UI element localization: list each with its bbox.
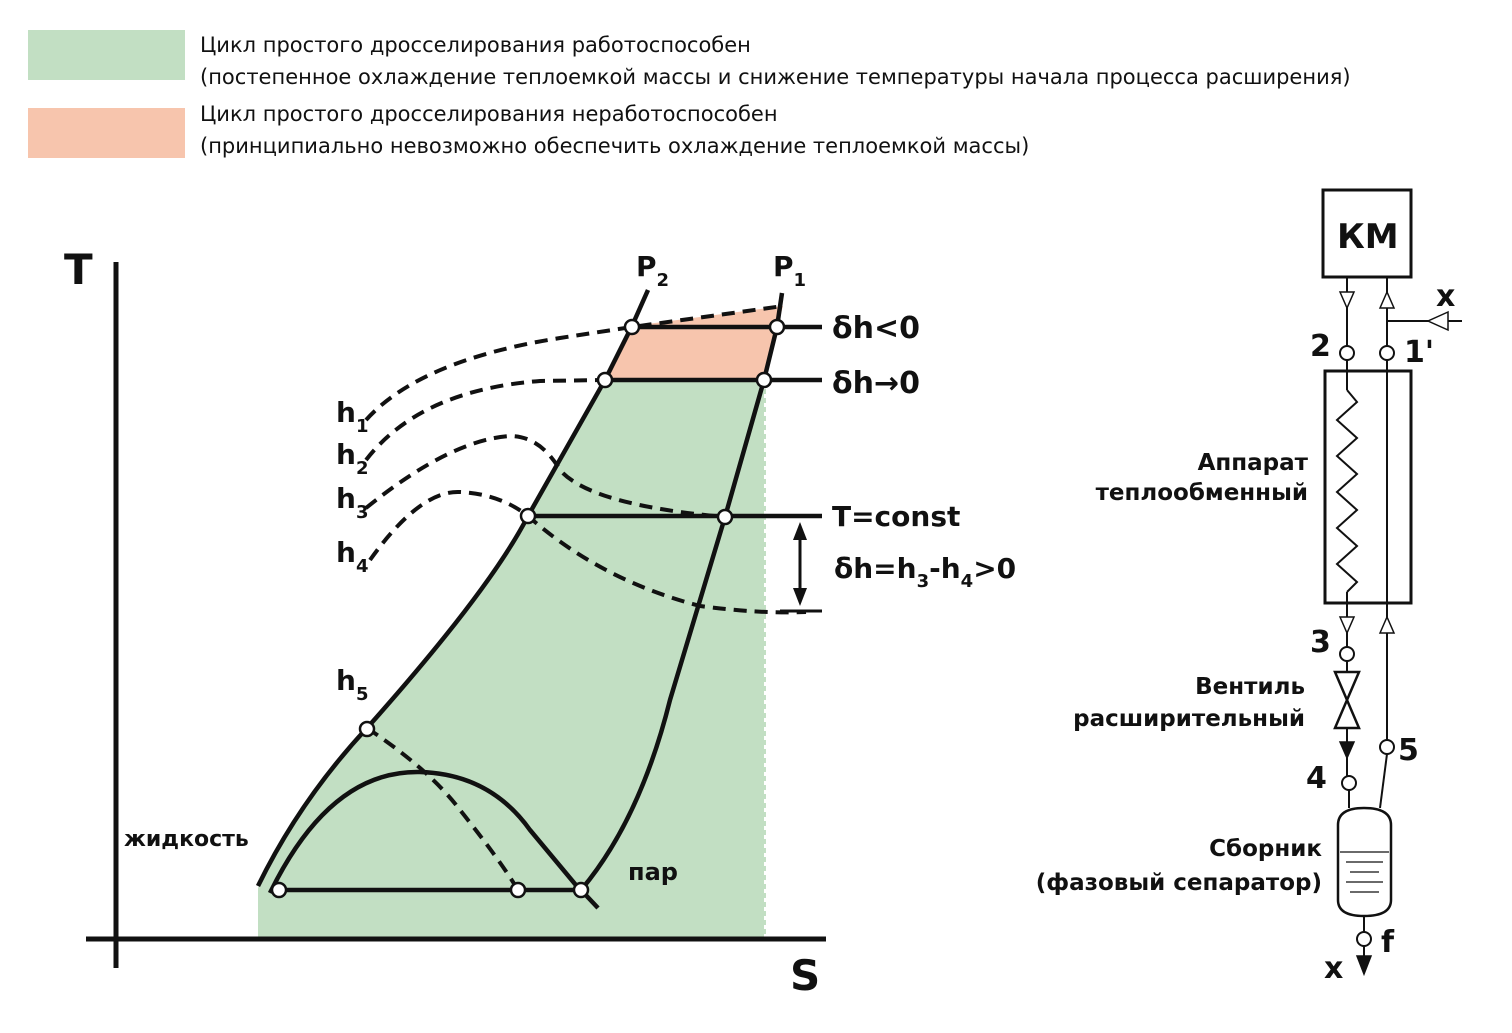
hp-arrow-bottom (1338, 741, 1356, 760)
point-throttle-end (509, 881, 527, 899)
x-in-label: x (1436, 279, 1455, 314)
node-4-label: 4 (1306, 761, 1327, 796)
node-3 (1339, 646, 1355, 662)
dh-dimension (780, 522, 822, 613)
node-4 (1341, 775, 1357, 791)
isenthalp-h2 (364, 378, 606, 462)
t-axis-label: T (64, 245, 93, 294)
valve-label-2: расширительный (1073, 706, 1305, 732)
t-const-label: T=const (832, 500, 960, 533)
isenthalp-h5 (365, 726, 520, 892)
expansion-valve (1333, 670, 1361, 730)
point-p2-top (623, 318, 641, 336)
heat-exchanger-box (1323, 369, 1413, 605)
p1-label: P1 (773, 250, 806, 291)
compressor-box (1321, 188, 1413, 279)
valve-label-1: Вентиль (1195, 674, 1305, 700)
s-axis-label: S (790, 951, 820, 1000)
h5-label: h5 (336, 664, 368, 705)
lp-arrow-mid (1378, 615, 1396, 634)
point-p1-tconst (716, 508, 734, 526)
legend-working-line2: (постепенное охлаждение теплоемкой массы… (200, 65, 1351, 89)
feed-arrow (1426, 310, 1449, 332)
point-vapor (572, 881, 590, 899)
legend-swatch-not-working (28, 108, 185, 158)
point-p1-mid (755, 371, 773, 389)
node-5-label: 5 (1398, 733, 1419, 768)
lp-arrow-top (1378, 290, 1396, 309)
node-2 (1339, 345, 1355, 361)
hx-label-2: теплообменный (1096, 480, 1308, 506)
h2-label: h2 (336, 438, 368, 479)
legend-not-working-line1: Цикл простого дросселирования неработосп… (200, 102, 778, 126)
node-f (1356, 931, 1372, 947)
dh-zero-label: δh→0 (832, 366, 920, 401)
saturation-dome (267, 769, 582, 894)
isobar-p2 (255, 289, 651, 887)
hx-coil (1335, 389, 1359, 593)
x-out-label: x (1324, 951, 1343, 986)
not-working-region (605, 306, 783, 380)
h1-label: h1 (336, 396, 368, 437)
compressor-label: КМ (1337, 217, 1399, 257)
point-liquid (270, 881, 288, 899)
hp-arrow-mid (1338, 616, 1356, 635)
node-f-label: f (1381, 925, 1395, 960)
separator-label-1: Сборник (1209, 836, 1322, 862)
legend-working-line1: Цикл простого дросселирования работоспос… (200, 33, 751, 57)
working-region (258, 380, 764, 938)
liquid-level (1340, 851, 1389, 893)
node-1prime-label: 1' (1404, 335, 1434, 370)
node-1prime (1379, 345, 1395, 361)
h3-label: h3 (336, 482, 368, 523)
separator-label-2: (фазовый сепаратор) (1036, 870, 1322, 896)
point-p1-top (768, 318, 786, 336)
point-p2-mid (596, 371, 614, 389)
h4-label: h4 (336, 536, 368, 577)
schematic: КМ (1036, 188, 1462, 986)
hp-arrow-top (1338, 291, 1356, 310)
legend-not-working-line2: (принципиально невозможно обеспечить охл… (200, 134, 1030, 158)
isobar-p1 (579, 292, 785, 892)
dh-pos-label: δh=h3-h4>0 (834, 552, 1016, 592)
point-h5 (358, 720, 376, 738)
ts-diagram: T S P2 P1 h1 h2 h3 h4 h5 δh<0 δh→0 T=con… (64, 245, 1016, 1000)
p2-label: P2 (636, 250, 669, 291)
dh-neg-label: δh<0 (832, 311, 920, 346)
isenthalp-h4 (368, 489, 807, 615)
point-p2-tconst (519, 507, 537, 525)
node-5 (1379, 739, 1395, 755)
sep-vapor-line (1379, 753, 1388, 809)
node-3-label: 3 (1310, 625, 1331, 660)
node-2-label: 2 (1310, 329, 1331, 364)
vapor-label: пар (628, 858, 678, 886)
drain-arrow (1355, 955, 1373, 977)
isenthalp-h3 (364, 433, 726, 519)
isenthalp-h1 (364, 304, 784, 422)
hx-label-1: Аппарат (1198, 450, 1309, 476)
legend-swatch-working (28, 30, 185, 80)
liquid-label: жидкость (124, 827, 249, 852)
